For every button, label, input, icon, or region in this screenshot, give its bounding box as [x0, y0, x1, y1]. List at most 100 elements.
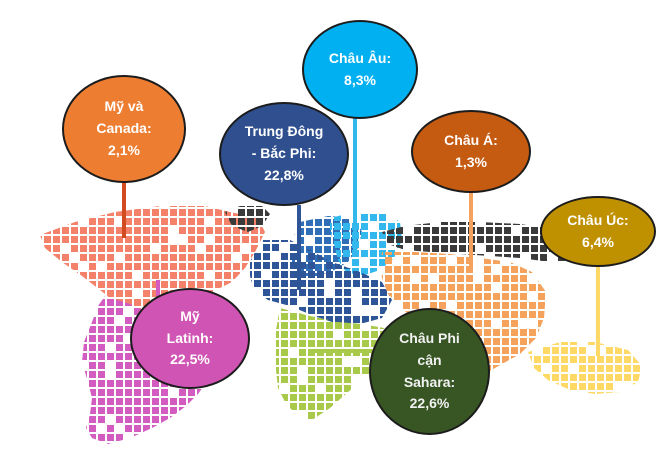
- map-tile: [403, 284, 410, 291]
- map-tile: [362, 244, 369, 251]
- map-tile: [412, 266, 419, 273]
- map-tile: [326, 403, 333, 410]
- map-tile: [197, 281, 204, 288]
- map-tile: [475, 329, 482, 336]
- map-tile: [561, 347, 568, 354]
- map-tile: [439, 257, 446, 264]
- map-tile: [520, 356, 527, 363]
- map-tile: [134, 371, 141, 378]
- map-tile: [40, 218, 42, 225]
- map-tile: [98, 389, 105, 396]
- map-tile: [82, 308, 87, 315]
- map-tile: [306, 246, 313, 253]
- map-tile: [206, 425, 212, 432]
- map-tile: [290, 340, 297, 347]
- map-tile: [342, 216, 349, 217]
- map-tile: [606, 342, 613, 345]
- map-tile: [290, 322, 297, 329]
- map-tile: [538, 293, 545, 300]
- map-tile: [342, 255, 349, 262]
- map-tile: [534, 374, 541, 381]
- map-tile: [260, 299, 265, 306]
- map-tile: [107, 308, 114, 315]
- map-tile: [107, 254, 114, 261]
- map-tile: [125, 326, 132, 333]
- map-tile: [597, 356, 604, 363]
- map-tile: [624, 356, 631, 363]
- map-tile: [484, 311, 491, 318]
- map-tile: [570, 383, 577, 390]
- map-tile: [538, 284, 545, 291]
- map-tile: [606, 347, 613, 354]
- map-tile: [250, 262, 252, 269]
- map-tile: [269, 254, 276, 261]
- map-tile: [281, 376, 288, 383]
- map-tile: [394, 275, 401, 282]
- map-tile: [353, 367, 360, 374]
- map-tile: [387, 227, 394, 234]
- map-tile: [107, 227, 114, 234]
- map-tile: [290, 394, 297, 401]
- map-tile: [430, 293, 437, 300]
- map-tile: [520, 365, 527, 372]
- map-tile: [493, 356, 500, 363]
- map-tile: [484, 338, 491, 345]
- map-tile: [80, 308, 87, 314]
- map-tile: [281, 394, 288, 401]
- map-tile: [520, 266, 527, 273]
- map-tile: [188, 218, 195, 225]
- map-tile: [642, 356, 649, 363]
- map-tile: [324, 237, 331, 244]
- map-tile: [531, 227, 538, 234]
- map-tile: [89, 281, 96, 288]
- map-tile: [552, 342, 559, 345]
- map-tile: [299, 331, 306, 338]
- map-tile: [308, 412, 315, 419]
- map-tile: [333, 219, 340, 226]
- map-tile: [281, 358, 288, 365]
- map-tile: [326, 412, 333, 419]
- map-tile: [215, 227, 222, 234]
- map-tile: [633, 342, 640, 345]
- map-tile: [538, 302, 545, 309]
- map-tile: [98, 398, 105, 405]
- map-tile: [317, 298, 324, 305]
- map-tile: [352, 250, 359, 257]
- map-tile: [394, 284, 401, 291]
- map-tile: [528, 347, 532, 354]
- map-tile: [486, 236, 493, 243]
- map-tile: [333, 246, 340, 253]
- map-tile: [353, 322, 360, 329]
- map-tile: [642, 347, 649, 354]
- map-tile: [448, 293, 455, 300]
- map-tile: [233, 245, 240, 252]
- map-tile: [362, 331, 369, 338]
- map-tile: [152, 407, 159, 414]
- map-tile: [263, 289, 270, 296]
- map-tile: [353, 421, 360, 428]
- map-tile: [161, 407, 168, 414]
- map-tile: [396, 236, 403, 243]
- map-tile: [370, 214, 377, 221]
- map-tile: [306, 219, 313, 226]
- map-tile: [529, 329, 536, 336]
- map-tile: [260, 317, 267, 324]
- map-tile: [290, 298, 297, 305]
- map-tile: [290, 403, 297, 410]
- map-tile: [412, 252, 419, 255]
- map-tile: [344, 376, 351, 383]
- map-tile: [256, 218, 263, 225]
- map-tile: [125, 344, 132, 351]
- map-tile: [343, 232, 350, 239]
- map-tile: [511, 302, 518, 309]
- map-tile: [495, 227, 502, 234]
- map-tile: [561, 383, 568, 390]
- map-tile: [143, 443, 150, 444]
- map-tile: [290, 313, 297, 320]
- map-tile: [197, 209, 204, 216]
- map-tile: [362, 280, 369, 287]
- map-tile: [484, 329, 491, 336]
- map-tile: [281, 331, 288, 338]
- map-tile: [98, 272, 105, 279]
- map-tile: [224, 209, 231, 216]
